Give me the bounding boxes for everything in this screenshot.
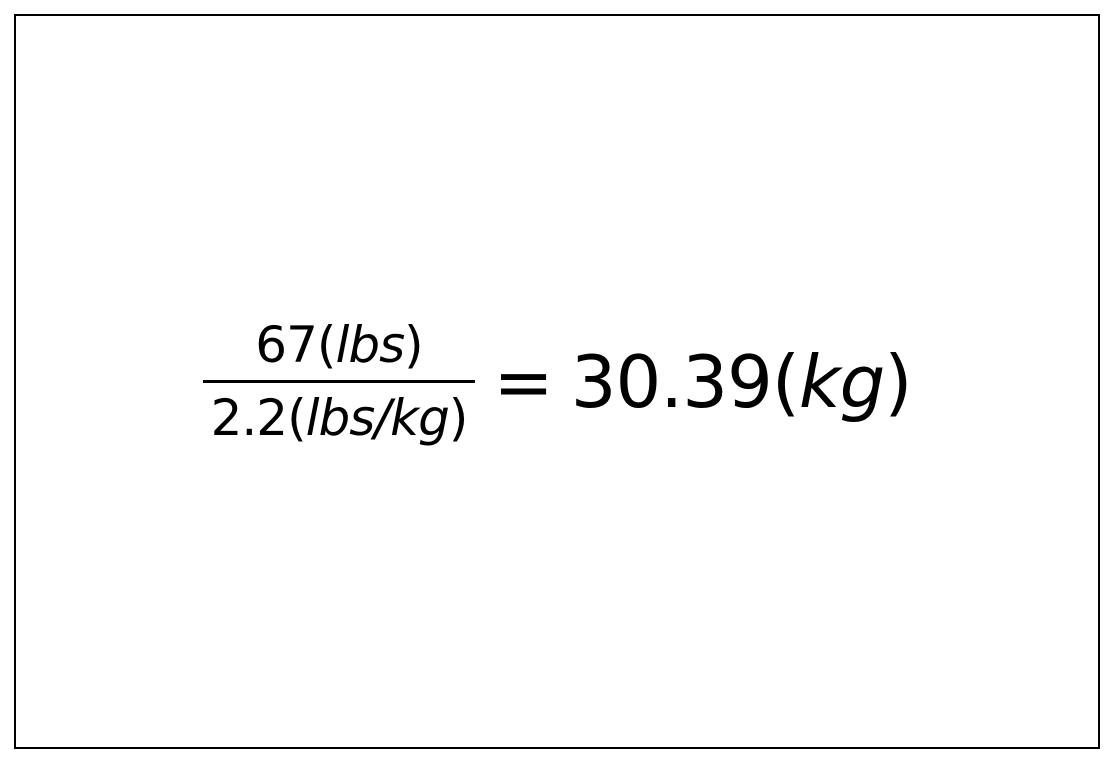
fraction-bar xyxy=(203,380,476,383)
denominator-unit-close: ) xyxy=(449,389,468,447)
numerator: 67(lbs) xyxy=(247,314,430,376)
denominator-unit: lbs/kg xyxy=(306,389,449,447)
denominator-value: 2.2 xyxy=(211,389,288,447)
denominator: 2.2(lbs/kg) xyxy=(203,387,476,449)
result-unit: kg xyxy=(799,340,884,424)
numerator-unit: lbs xyxy=(335,316,404,374)
equation-frame: 67(lbs) 2.2(lbs/kg) =30.39(kg) xyxy=(14,14,1100,749)
equation: 67(lbs) 2.2(lbs/kg) =30.39(kg) xyxy=(203,314,912,449)
result-unit-open: ( xyxy=(772,340,799,424)
numerator-unit-close: ) xyxy=(404,316,423,374)
result-value: 30.39 xyxy=(571,340,772,424)
numerator-unit-open: ( xyxy=(317,316,336,374)
result-unit-close: ) xyxy=(884,340,911,424)
numerator-value: 67 xyxy=(255,316,317,374)
denominator-unit-open: ( xyxy=(287,389,306,447)
rhs: =30.39(kg) xyxy=(475,340,911,424)
fraction: 67(lbs) 2.2(lbs/kg) xyxy=(203,314,476,449)
equals-sign: = xyxy=(475,340,570,424)
